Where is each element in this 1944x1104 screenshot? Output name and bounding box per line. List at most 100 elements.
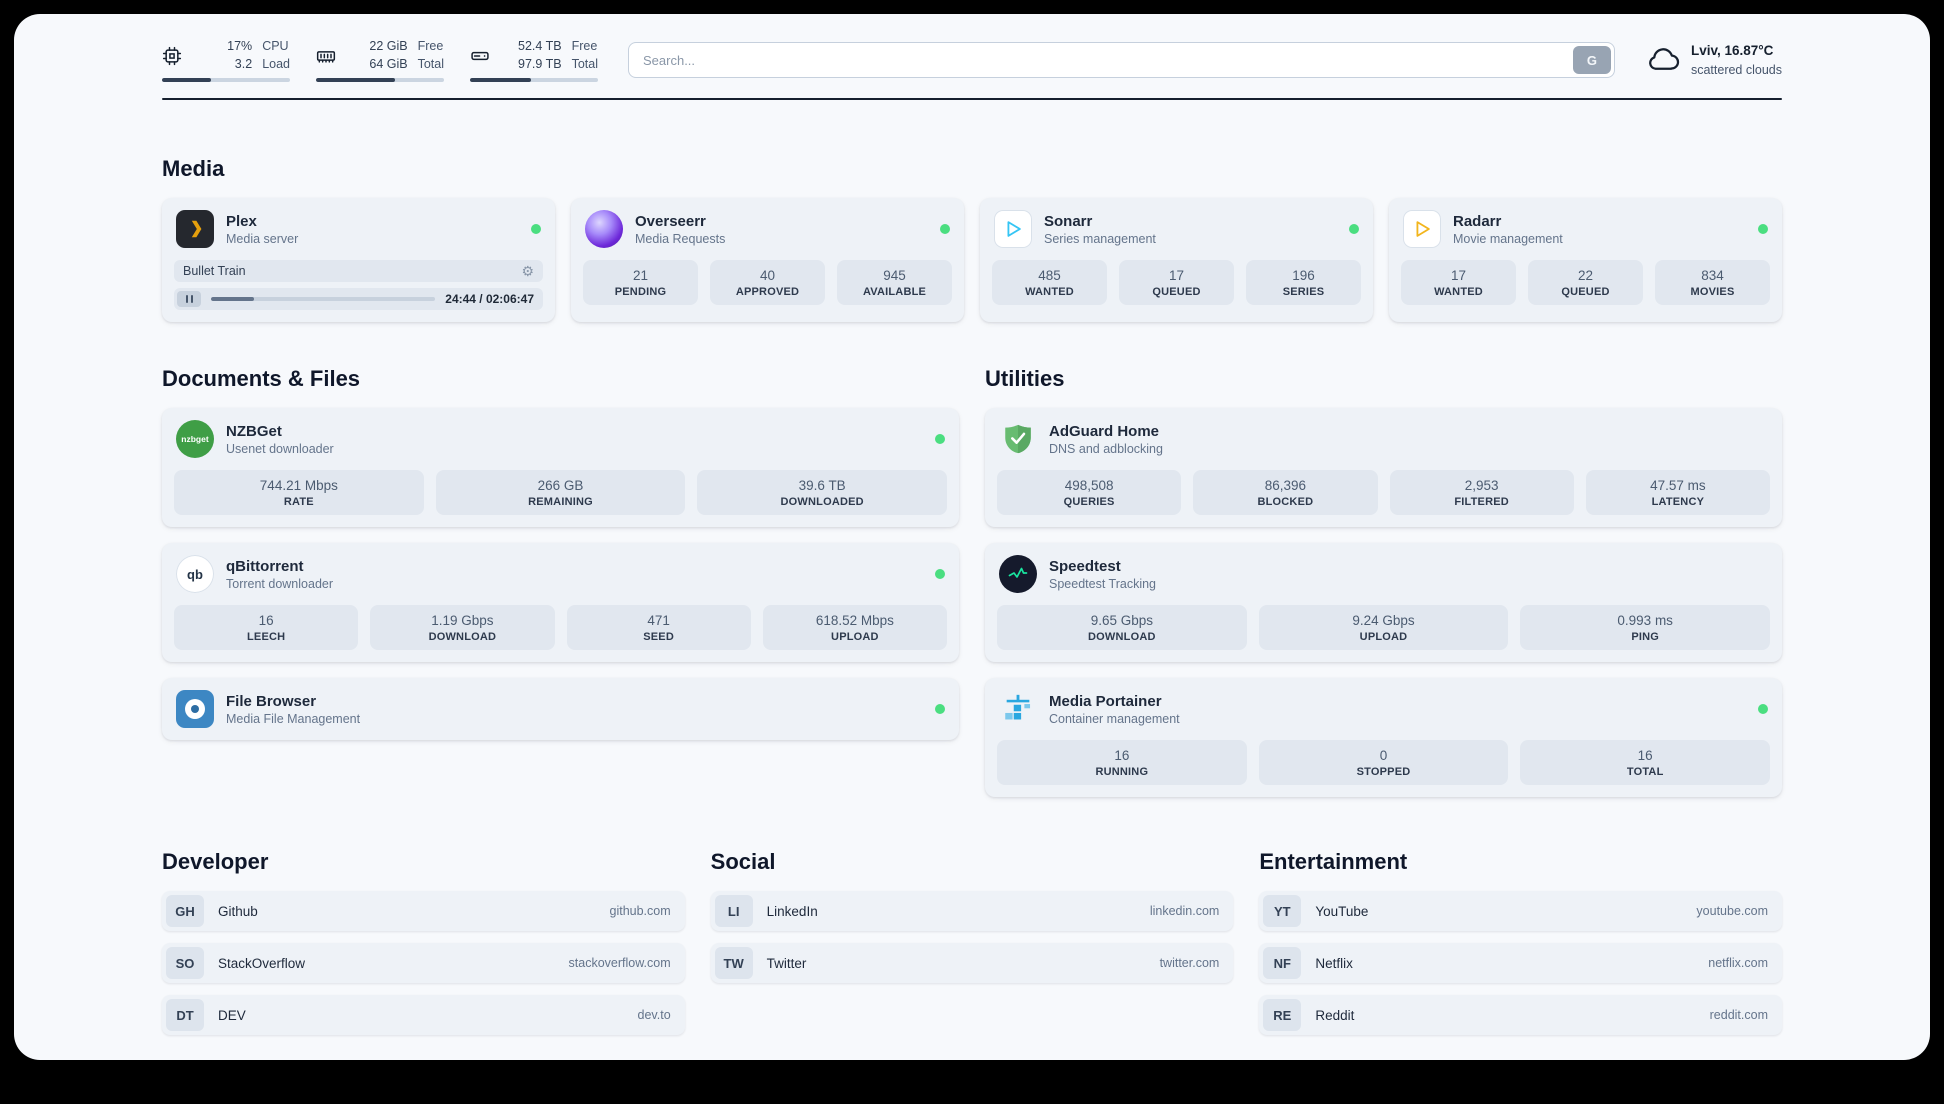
bookmark-netflix[interactable]: NF Netflix netflix.com	[1259, 943, 1782, 983]
search-bar: G	[628, 42, 1615, 78]
disk-icon	[470, 46, 490, 66]
stat-wanted: 17 WANTED	[1401, 260, 1516, 305]
service-card-speedtest: Speedtest Speedtest Tracking 9.65 Gbps D…	[985, 543, 1782, 662]
bookmark-abbr: YT	[1263, 895, 1302, 927]
resource-widgets: 17% 3.2 CPU Load	[162, 38, 598, 82]
service-stats: 21 PENDING 40 APPROVED 945 AVAILABLE	[571, 260, 964, 317]
cpu-load-label: Load	[262, 56, 290, 71]
service-name: Speedtest	[1049, 557, 1121, 575]
playback-progress-fill	[211, 297, 254, 301]
bookmark-github[interactable]: GH Github github.com	[162, 891, 685, 931]
cpu-percent: 17%	[227, 39, 253, 53]
resource-memory: 22 GiB 64 GiB Free Total	[316, 38, 444, 82]
stat-remaining: 266 GB REMAINING	[435, 470, 686, 515]
stat-total: 16 TOTAL	[1520, 740, 1771, 785]
cpu-load-value: 3.2	[234, 56, 253, 71]
nzbget-icon: nzbget	[176, 420, 214, 458]
memory-progress-fill	[316, 78, 396, 82]
bookmark-domain: github.com	[609, 904, 671, 918]
service-link-adguard[interactable]: AdGuard Home DNS and adblocking	[985, 408, 1782, 470]
playback-time: 24:44 / 02:06:47	[445, 292, 534, 306]
bookmark-abbr: RE	[1263, 999, 1302, 1031]
status-online-dot	[940, 224, 950, 234]
memory-icon	[316, 46, 336, 66]
section-title-utilities: Utilities	[985, 366, 1065, 391]
section-title-media: Media	[162, 156, 225, 181]
service-stats: 9.65 Gbps DOWNLOAD 9.24 Gbps UPLOAD 0.99…	[985, 605, 1782, 662]
stat-series: 196 SERIES	[1246, 260, 1361, 305]
service-stats: 744.21 Mbps RATE 266 GB REMAINING 39.6 T…	[162, 470, 959, 527]
bookmark-group-entertainment: Entertainment YT YouTube youtube.com NF …	[1259, 849, 1782, 1035]
bookmark-name: Netflix	[1315, 955, 1353, 971]
search-engine-button[interactable]: G	[1572, 46, 1611, 74]
bookmark-youtube[interactable]: YT YouTube youtube.com	[1259, 891, 1782, 931]
cpu-icon	[162, 46, 182, 66]
cpu-progress-bar	[162, 78, 290, 82]
service-card-portainer: Media Portainer Container management 16 …	[985, 678, 1782, 797]
service-link-overseerr[interactable]: Overseerr Media Requests	[571, 198, 964, 260]
bookmark-name: YouTube	[1315, 903, 1369, 919]
bookmark-twitter[interactable]: TW Twitter twitter.com	[710, 943, 1234, 983]
status-online-dot	[935, 434, 945, 444]
bookmark-reddit[interactable]: RE Reddit reddit.com	[1259, 995, 1782, 1035]
stat-stopped: 0 STOPPED	[1258, 740, 1509, 785]
bookmark-dev[interactable]: DT DEV dev.to	[162, 995, 685, 1035]
dashboard-panel: 17% 3.2 CPU Load	[14, 14, 1930, 1060]
service-link-plex[interactable]: Plex Media server	[162, 198, 555, 260]
weather-widget: Lviv, 16.87°C scattered clouds	[1645, 41, 1782, 79]
status-online-dot	[1758, 224, 1768, 234]
service-link-sonarr[interactable]: Sonarr Series management	[980, 198, 1373, 260]
stat-filtered: 2,953 FILTERED	[1389, 470, 1574, 515]
stat-latency: 47.57 ms LATENCY	[1585, 470, 1770, 515]
service-link-speedtest[interactable]: Speedtest Speedtest Tracking	[985, 543, 1782, 605]
stat-seed: 471 SEED	[566, 605, 751, 650]
stat-upload: 618.52 Mbps UPLOAD	[762, 605, 947, 650]
service-link-qbittorrent[interactable]: qb qBittorrent Torrent downloader	[162, 543, 959, 605]
service-name: Media Portainer	[1049, 692, 1162, 710]
settings-gear-icon[interactable]: ⚙	[521, 263, 534, 279]
service-link-filebrowser[interactable]: File Browser Media File Management	[162, 678, 959, 740]
pause-button[interactable]	[177, 291, 201, 307]
stat-download: 9.65 Gbps DOWNLOAD	[997, 605, 1247, 650]
disk-progress-fill	[470, 78, 532, 82]
stat-leech: 16 LEECH	[174, 605, 359, 650]
bookmark-stackoverflow[interactable]: SO StackOverflow stackoverflow.com	[162, 943, 685, 983]
bookmark-linkedin[interactable]: LI LinkedIn linkedin.com	[710, 891, 1234, 931]
memory-free-value: 22 GiB	[369, 39, 408, 53]
bookmark-abbr: LI	[714, 895, 753, 927]
overseerr-icon	[585, 210, 623, 248]
service-name: File Browser	[226, 692, 317, 710]
status-online-dot	[1758, 704, 1768, 714]
playback-bar: 24:44 / 02:06:47	[174, 288, 543, 310]
bookmark-domain: dev.to	[637, 1008, 671, 1022]
disk-progress-bar	[470, 78, 598, 82]
disk-free-label: Free	[571, 39, 598, 53]
bookmark-name: Twitter	[766, 955, 807, 971]
service-stats: 485 WANTED 17 QUEUED 196 SERIES	[980, 260, 1373, 317]
qbittorrent-icon: qb	[176, 555, 214, 593]
bookmark-name: DEV	[218, 1007, 246, 1023]
service-name: AdGuard Home	[1049, 422, 1160, 440]
stat-rate: 744.21 Mbps RATE	[174, 470, 424, 515]
service-stats: 16 LEECH 1.19 Gbps DOWNLOAD 471 SEED	[162, 605, 959, 662]
portainer-crane-icon	[999, 690, 1037, 728]
service-link-portainer[interactable]: Media Portainer Container management	[985, 678, 1782, 740]
sonarr-icon	[994, 210, 1032, 248]
stat-upload: 9.24 Gbps UPLOAD	[1258, 605, 1509, 650]
service-stats: 498,508 QUERIES 86,396 BLOCKED 2,953 FIL…	[985, 470, 1782, 527]
service-link-nzbget[interactable]: nzbget NZBGet Usenet downloader	[162, 408, 959, 470]
bookmark-domain: linkedin.com	[1149, 904, 1220, 918]
service-card-sonarr: Sonarr Series management 485 WANTED 17 Q…	[980, 198, 1373, 322]
stat-downloaded: 39.6 TB DOWNLOADED	[697, 470, 948, 515]
playback-progress-track[interactable]	[211, 297, 436, 301]
service-description: Series management	[1044, 231, 1156, 246]
service-link-radarr[interactable]: Radarr Movie management	[1389, 198, 1782, 260]
stat-available: 945 AVAILABLE	[837, 260, 952, 305]
service-description: Speedtest Tracking	[1049, 576, 1157, 591]
bookmark-abbr: TW	[714, 947, 753, 979]
section-documents: Documents & Files nzbget NZBGet Usenet d…	[162, 366, 959, 797]
service-name: qBittorrent	[226, 557, 304, 575]
search-input[interactable]	[628, 42, 1615, 78]
stat-running: 16 RUNNING	[997, 740, 1247, 785]
service-card-qbittorrent: qb qBittorrent Torrent downloader 16 LEE…	[162, 543, 959, 662]
